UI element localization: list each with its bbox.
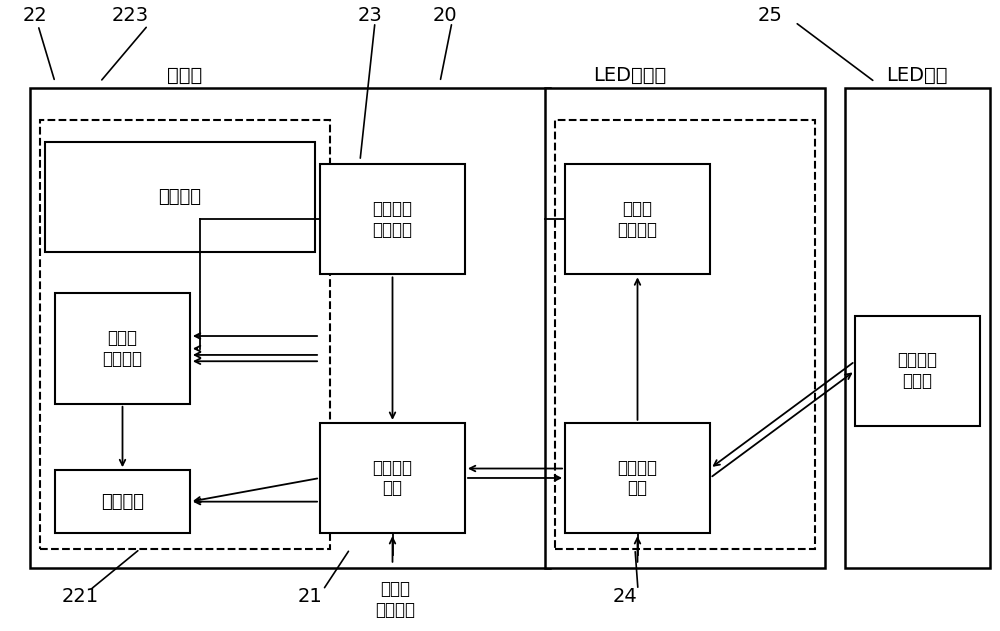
- Text: 22: 22: [23, 6, 47, 25]
- FancyBboxPatch shape: [855, 316, 980, 426]
- FancyBboxPatch shape: [845, 88, 990, 568]
- FancyBboxPatch shape: [320, 164, 465, 274]
- Text: 非易失性
存储器: 非易失性 存储器: [898, 351, 938, 390]
- Text: 校验模块: 校验模块: [158, 188, 202, 206]
- Text: 亮色度
校正系数: 亮色度 校正系数: [375, 580, 415, 619]
- Text: 221: 221: [61, 587, 99, 606]
- FancyBboxPatch shape: [565, 423, 710, 533]
- Text: LED灯板: LED灯板: [886, 66, 948, 85]
- Text: 20: 20: [433, 6, 457, 25]
- Text: 校验码
计算模块: 校验码 计算模块: [618, 200, 658, 239]
- FancyBboxPatch shape: [45, 142, 315, 252]
- Text: 数据读写
模块: 数据读写 模块: [618, 459, 658, 497]
- FancyBboxPatch shape: [565, 164, 710, 274]
- FancyBboxPatch shape: [55, 293, 190, 404]
- FancyBboxPatch shape: [55, 470, 190, 533]
- FancyBboxPatch shape: [545, 88, 825, 568]
- Text: 21: 21: [298, 587, 322, 606]
- Text: 校验码
计算模块: 校验码 计算模块: [103, 329, 143, 368]
- Text: 比较模块: 比较模块: [101, 493, 144, 510]
- Text: 随机数据
生成模块: 随机数据 生成模块: [372, 200, 413, 239]
- Text: 25: 25: [758, 6, 782, 25]
- Text: LED控制卡: LED控制卡: [593, 66, 667, 85]
- Text: 24: 24: [613, 587, 637, 606]
- Text: 数据收发
模块: 数据收发 模块: [372, 459, 413, 497]
- FancyBboxPatch shape: [320, 423, 465, 533]
- Text: 223: 223: [111, 6, 149, 25]
- Text: 上位机: 上位机: [167, 66, 203, 85]
- FancyBboxPatch shape: [30, 88, 550, 568]
- Text: 23: 23: [358, 6, 382, 25]
